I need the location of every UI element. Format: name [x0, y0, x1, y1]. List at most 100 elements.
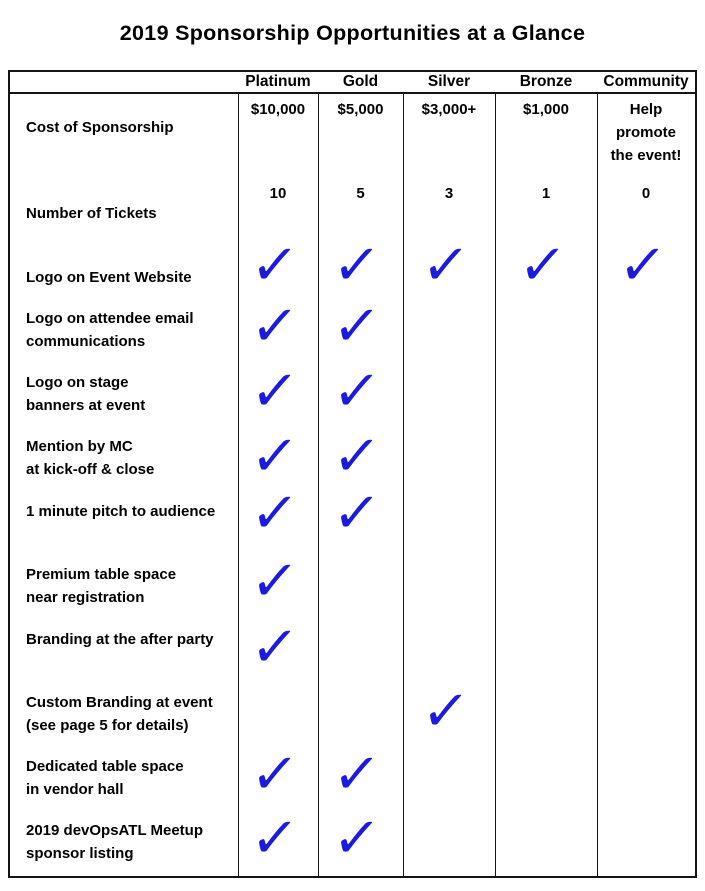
tier-value: $3,000+	[421, 101, 477, 118]
tier-cell: 3	[403, 172, 495, 239]
tier-cell	[403, 487, 495, 551]
tier-cell	[403, 743, 495, 807]
row-label: Number of Tickets	[26, 205, 157, 222]
column-divider	[238, 94, 239, 876]
column-header-bronze: Bronze	[519, 73, 573, 90]
tier-cell: $3,000+	[403, 94, 495, 172]
column-divider	[403, 94, 404, 876]
table-row: Logo on stage banners at event ✓ ✓	[10, 359, 695, 424]
tier-cell: ✓	[403, 671, 495, 744]
row-label: Cost of Sponsorship	[26, 118, 174, 136]
tier-cell	[597, 615, 695, 671]
column-divider	[597, 94, 598, 876]
checkmark-icon: ✓	[329, 294, 384, 359]
tier-cell: ✓	[597, 233, 695, 298]
checkmark-icon: ✓	[247, 294, 301, 359]
tier-cell	[403, 615, 495, 671]
table-row: Branding at the after party ✓	[10, 615, 695, 680]
table-row: Logo on attendee email communications ✓ ✓	[10, 294, 695, 359]
checkmark-icon: ✓	[247, 615, 301, 680]
tier-cell: Help promote the event!	[597, 94, 695, 172]
tier-cell: ✓	[238, 615, 318, 680]
checkmark-icon: ✓	[329, 233, 384, 298]
table-row: Number of Tickets 10 5 3 1 0	[10, 172, 695, 239]
tier-cell: ✓	[238, 806, 318, 876]
checkmark-icon: ✓	[329, 481, 384, 546]
tier-cell: ✓	[238, 359, 318, 424]
row-label-cell: Logo on stage banners at event	[10, 359, 238, 423]
column-header-gold: Gold	[342, 73, 379, 90]
tier-cell	[597, 295, 695, 359]
tier-value: 10	[269, 185, 287, 202]
tier-cell	[597, 423, 695, 487]
row-label-cell: Logo on attendee email communications	[10, 295, 238, 359]
row-label-cell: Mention by MC at kick-off & close	[10, 423, 238, 487]
tier-cell	[403, 807, 495, 876]
row-label-cell: Custom Branding at event (see page 5 for…	[10, 671, 238, 743]
tier-cell	[597, 359, 695, 423]
tier-cell: ✓	[495, 233, 597, 298]
table-row: 1 minute pitch to audience ✓ ✓	[10, 481, 695, 551]
tier-value: Help promote the event!	[610, 101, 682, 164]
table-row: 2019 devOpsATL Meetup sponsor listing ✓ ✓	[10, 806, 695, 876]
row-label-cell: 2019 devOpsATL Meetup sponsor listing	[10, 807, 238, 876]
row-label: Logo on stage banners at event	[26, 374, 146, 414]
row-label: Custom Branding at event (see page 5 for…	[26, 694, 213, 734]
table-header-row: Platinum Gold Silver Bronze Community	[10, 72, 695, 94]
tier-cell: 1	[495, 172, 597, 239]
table-body: Cost of Sponsorship $10,000 $5,000 $3,000+ $…	[10, 94, 695, 876]
checkmark-icon: ✓	[247, 742, 301, 807]
tier-cell: ✓	[238, 423, 318, 489]
tier-value: 5	[356, 185, 365, 202]
table-row: Custom Branding at event (see page 5 for…	[10, 671, 695, 744]
tier-cell: ✓	[318, 806, 403, 876]
tier-cell: 10	[238, 172, 318, 239]
table-row: Cost of Sponsorship $10,000 $5,000 $3,000+ $…	[10, 94, 695, 172]
checkmark-icon: ✓	[329, 359, 384, 424]
header-empty-cell	[10, 72, 238, 92]
tier-cell	[597, 671, 695, 743]
row-label-cell: Cost of Sponsorship	[10, 94, 238, 172]
tier-cell: ✓	[318, 481, 403, 551]
tier-cell	[318, 671, 403, 743]
column-header-community: Community	[603, 73, 689, 90]
row-label-cell: Dedicated table space in vendor hall	[10, 743, 238, 807]
tier-cell	[597, 807, 695, 876]
tier-cell	[495, 359, 597, 423]
column-header-platinum: Platinum	[245, 73, 311, 90]
tier-value: $1,000	[523, 101, 569, 118]
checkmark-icon: ✓	[418, 233, 472, 298]
tier-cell: ✓	[238, 294, 318, 359]
row-label-cell: Branding at the after party	[10, 615, 238, 671]
tier-cell: ✓	[403, 233, 495, 298]
checkmark-icon: ✓	[247, 549, 301, 614]
checkmark-icon: ✓	[418, 679, 472, 744]
tier-cell: ✓	[238, 742, 318, 807]
sponsorship-table: Platinum Gold Silver Bronze Community Co…	[8, 70, 697, 878]
tier-cell: $10,000	[238, 94, 318, 172]
table-row: Dedicated table space in vendor hall ✓ ✓	[10, 742, 695, 807]
row-label-cell: Premium table space near registration	[10, 551, 238, 615]
tier-value: 0	[641, 185, 651, 202]
row-label: Logo on Event Website	[26, 268, 192, 286]
tier-cell	[495, 487, 597, 551]
tier-cell	[403, 295, 495, 359]
tier-cell: ✓	[238, 481, 318, 551]
tier-cell: ✓	[238, 549, 318, 615]
checkmark-icon: ✓	[247, 359, 301, 424]
tier-cell	[597, 551, 695, 615]
tier-cell	[597, 743, 695, 807]
row-label: Dedicated table space in vendor hall	[26, 758, 184, 798]
table-row: Mention by MC at kick-off & close ✓ ✓	[10, 423, 695, 489]
tier-cell: ✓	[318, 742, 403, 807]
tier-cell	[495, 551, 597, 615]
checkmark-icon: ✓	[247, 233, 301, 298]
tier-value: 1	[541, 185, 551, 202]
tier-cell: $1,000	[495, 94, 597, 172]
tier-cell: $5,000	[318, 94, 403, 172]
column-divider	[318, 94, 319, 876]
tier-cell: ✓	[318, 233, 403, 298]
tier-cell	[495, 423, 597, 487]
tier-cell	[495, 743, 597, 807]
tier-cell: ✓	[318, 423, 403, 489]
